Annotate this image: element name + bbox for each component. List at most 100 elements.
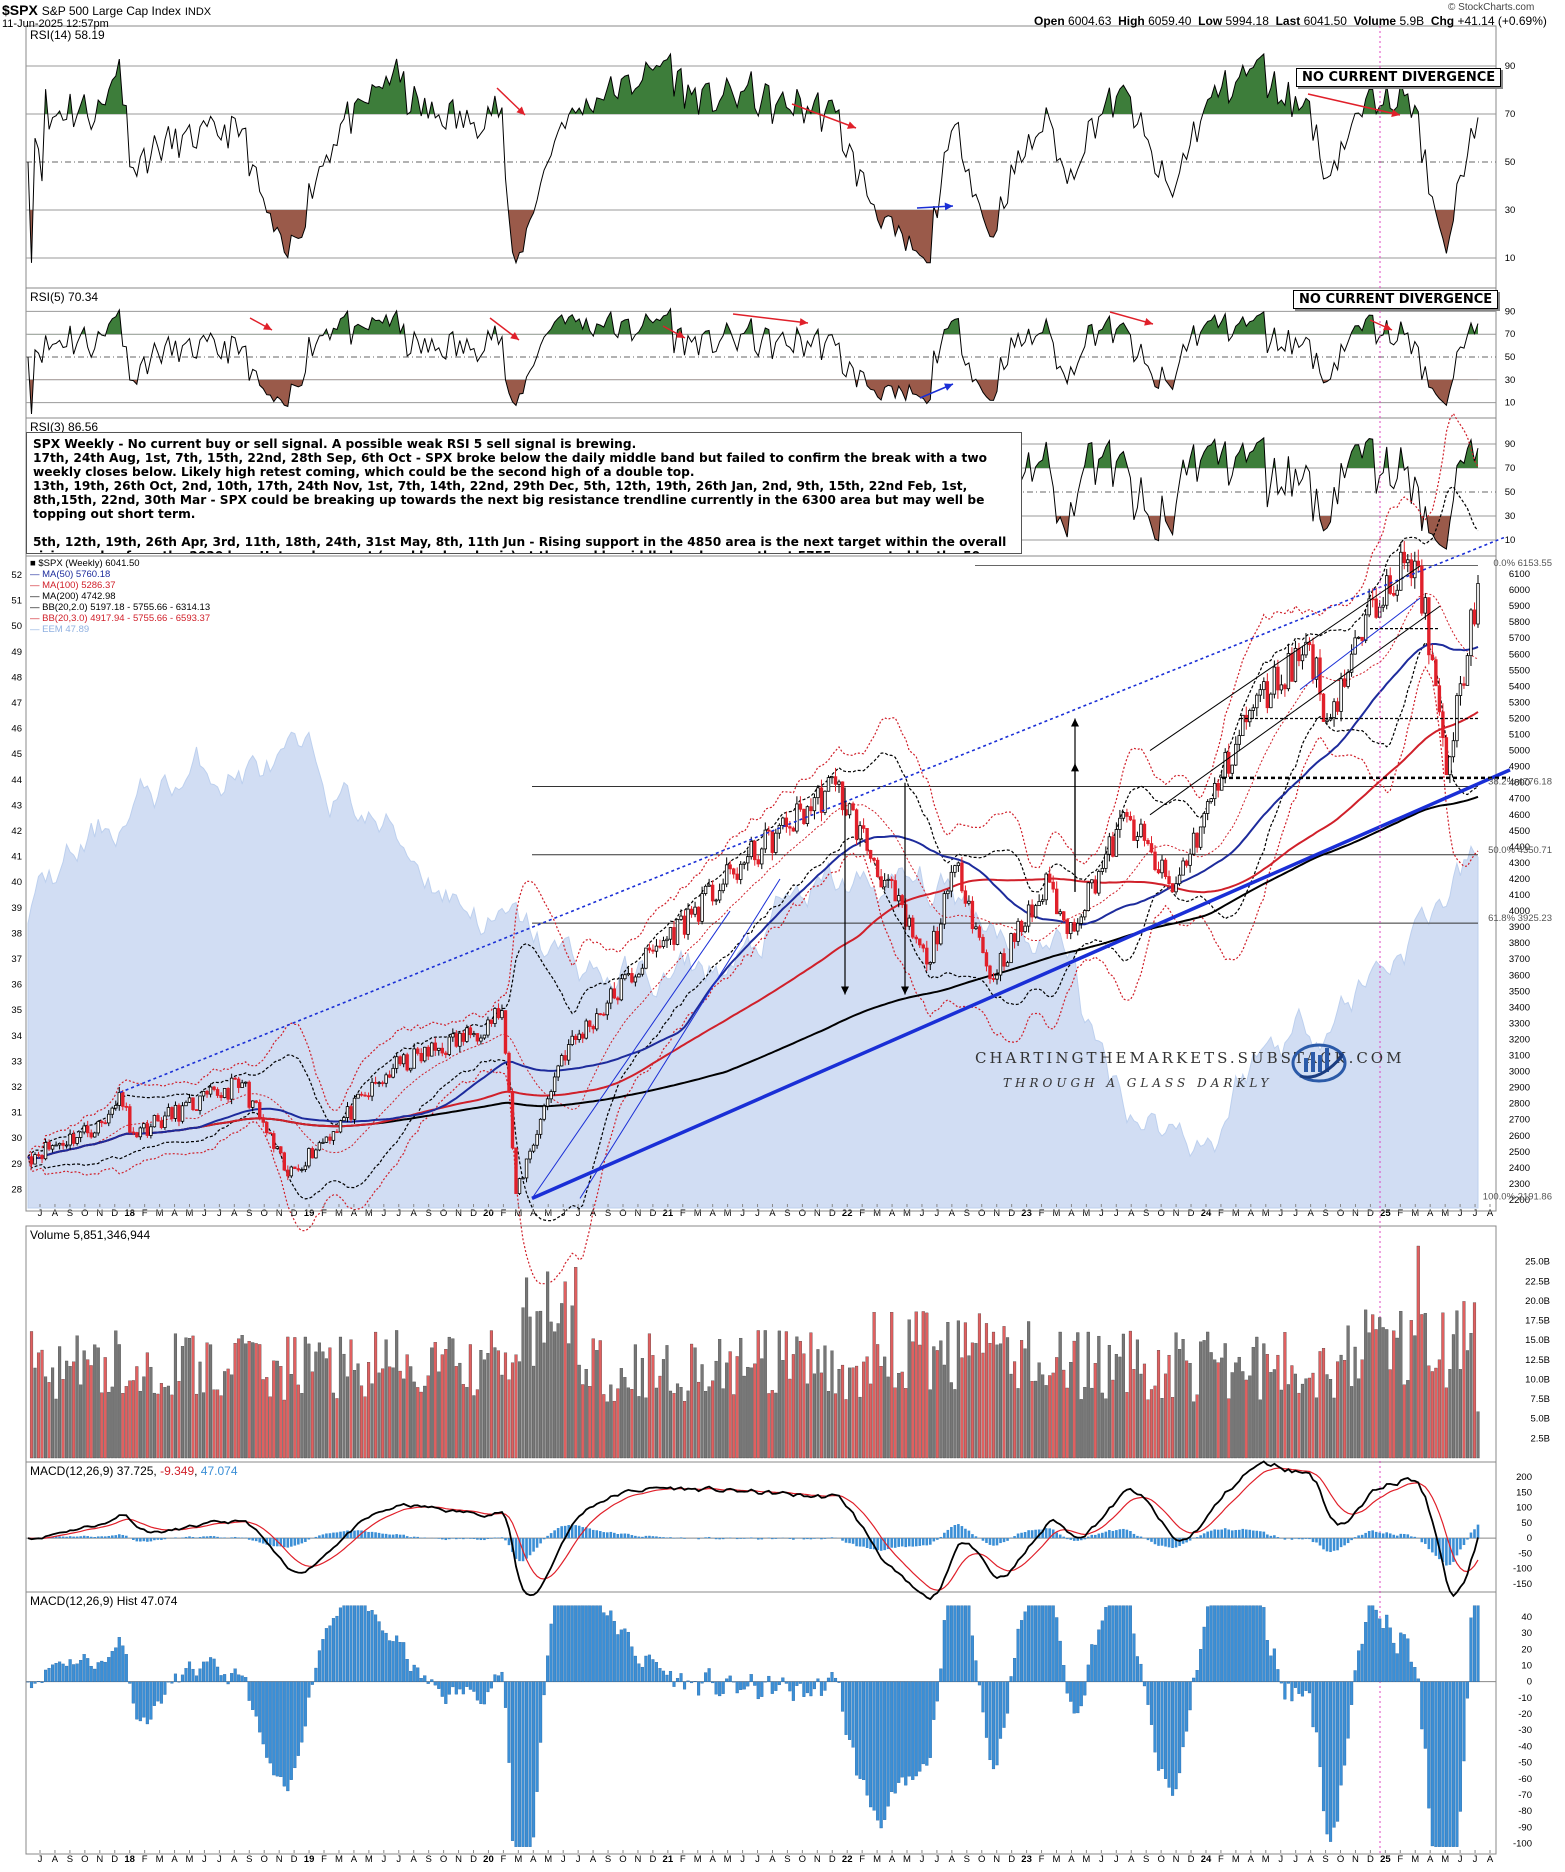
macd-small-hist-bar [591,1529,595,1539]
macd-small-hist-bar [707,1536,711,1539]
volume-bar [135,1366,139,1459]
macd-hist-bar [770,1681,774,1694]
macd-hist-bar [173,1673,178,1682]
rsi5-line [27,307,1479,415]
volume-bar [1283,1332,1287,1459]
volume-bar [517,1361,522,1459]
macd-hist-bar [921,1681,925,1765]
macd-hist-bar [697,1681,701,1696]
macd-hist-bar [240,1675,244,1682]
macd-hist-bar [33,1681,37,1684]
macd-hist-bar [588,1605,592,1682]
macd-hist-bar [142,1681,146,1718]
macd-hist-bar [1399,1632,1403,1682]
volume-bar [563,1281,567,1459]
candle-body [1437,685,1442,713]
macd-hist-bar [949,1605,953,1682]
candle-body [384,1074,388,1084]
volume-bar [391,1367,395,1459]
volume-bar [956,1320,960,1459]
chg-value: +41.14 (+0.69%) [1457,14,1547,28]
rsi3-value: 86.56 [68,420,99,434]
candle-body [71,1133,76,1144]
macd-small-hist-bar [921,1538,925,1546]
candle-body [1406,559,1410,564]
macd-hist-bar [1037,1605,1041,1682]
volume-bar [998,1343,1003,1459]
candle-body [114,1105,118,1109]
macd-small-hist-bar [865,1538,869,1548]
candle-body [342,1117,346,1122]
candle-body [349,1106,353,1120]
macd-signal-value: -9.349 [160,1464,195,1478]
macd-lines [27,1460,1480,1601]
macd-hist-bar [1265,1640,1269,1682]
candle-body [1241,714,1245,737]
candle-body [1448,756,1452,776]
macd-hist-bar [500,1671,504,1682]
volume-bar [1030,1381,1034,1459]
macd-hist-bar [1209,1605,1213,1682]
rsi5-divergence-arrow-head [799,318,808,326]
time-axis-label: J [1473,1854,1478,1865]
time-axis-label: D [1008,1208,1015,1219]
macd-hist-bar [679,1673,683,1682]
volume-bar [535,1311,539,1459]
macd-small-hist-bar [1101,1532,1104,1539]
macd-small-hist-bar [342,1531,346,1539]
time-axis-label: F [680,1208,686,1219]
macd-hist-bar [68,1659,72,1682]
volume-bar [268,1396,272,1459]
volume-bar [760,1358,764,1459]
macd-small-hist-bar [1353,1537,1357,1539]
macd-small-hist-bar [914,1538,918,1547]
hist-axis-tick: -60 [1518,1774,1532,1785]
macd-small-hist-bar [549,1533,553,1539]
rsi5-divergence-arrow-head [944,383,953,391]
macd-hist-bar [440,1681,444,1697]
macd-hist-bar [468,1681,472,1690]
time-axis-label: M [1053,1854,1061,1865]
volume-bar [1416,1245,1420,1459]
candle-body [686,908,690,935]
macd-small-hist-bar [1311,1538,1315,1543]
volume-bar [1237,1356,1241,1459]
macd-small-hist-bar [742,1538,746,1539]
time-axis-label: M [873,1854,881,1865]
macd-hist-bar [201,1661,206,1682]
commentary-line: 5th, 12th, 19th, 26th Apr, 3rd, 11th, 18… [33,535,1007,553]
macd-hist-bar [128,1681,132,1684]
rsi3-axis-tick: 30 [1505,511,1516,522]
candle-body [416,1048,420,1054]
time-axis-label: F [1218,1854,1224,1865]
macd-small-hist-bar [462,1538,465,1540]
macd-hist-bar [352,1605,357,1682]
macd-hist-bar [1307,1681,1312,1694]
rsi14-value: 58.19 [74,28,105,42]
volume-bar [735,1356,739,1459]
macd-hist-bar [1195,1670,1199,1682]
candle-body [1392,592,1396,596]
time-axis-label: O [619,1208,626,1219]
macd-small-hist-bar [634,1535,637,1539]
price-axis-tick: 2800 [1509,1099,1530,1110]
macd-hist-bar [405,1659,409,1682]
price-series [27,412,1480,1285]
time-axis-label: N [1352,1854,1359,1865]
macd-small-hist-bar [609,1531,613,1539]
volume-bar [128,1380,132,1459]
time-axis-label: J [396,1208,401,1219]
macd-hist-bar [819,1681,824,1696]
macd-hist-bar [767,1675,771,1682]
macd-small-hist-bar [655,1536,658,1539]
macd-hist-panel-value: 47.074 [140,1594,178,1608]
candle-body [802,808,806,825]
macd-hist-bar [1388,1627,1392,1682]
volume-bar [1434,1367,1438,1459]
candle-body [524,1158,529,1179]
rsi3-axis-tick: 10 [1505,535,1516,546]
candle-body [440,1047,444,1054]
macd-hist-bar [381,1630,385,1682]
eem-axis-tick: 42 [11,826,22,837]
candle-body [208,1086,213,1095]
